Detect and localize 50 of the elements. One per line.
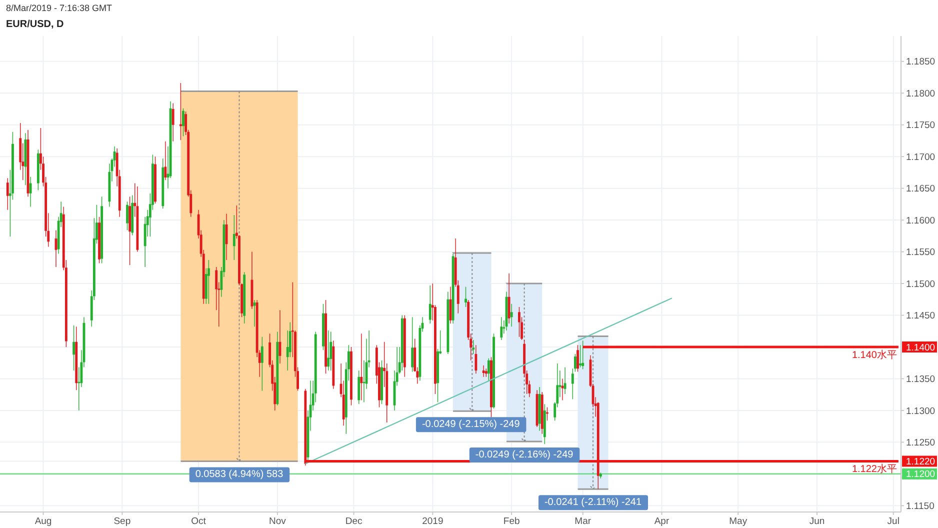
y-tick-label: 1.1550 — [906, 247, 936, 258]
x-tick-label: Jun — [809, 516, 825, 527]
candlestick — [500, 317, 503, 340]
candlestick — [564, 367, 566, 394]
candlestick — [482, 365, 485, 377]
x-tick-label: Feb — [503, 516, 520, 527]
chart-subtitle: 8/Mar/2019 - 7:16:38 GMT — [6, 3, 113, 13]
x-tick-label: Apr — [654, 516, 670, 527]
x-tick-label: Aug — [34, 516, 52, 527]
annotation: -0.0249 (-2.16%) -249 — [475, 450, 574, 461]
annotation: -0.0249 (-2.15%) -249 — [422, 419, 520, 430]
candlestick — [278, 310, 282, 364]
y-tick-label: 1.1150 — [906, 500, 934, 512]
candlestick — [54, 230, 58, 268]
x-tick-label: Jul — [887, 516, 900, 527]
candlestick — [472, 340, 475, 354]
y-tick-label: 1.1800 — [906, 88, 936, 100]
x-tick-label: Dec — [345, 516, 362, 527]
candlestick — [510, 304, 513, 327]
y-tick-label: 1.1400 — [906, 342, 936, 354]
y-tick-label: 1.1650 — [906, 184, 936, 195]
x-tick-label: Oct — [191, 516, 206, 527]
y-tick-label: 1.1600 — [906, 215, 936, 226]
x-tick-label: Sep — [114, 516, 131, 527]
y-tick-label: 1.1750 — [906, 120, 936, 132]
chart-title: EUR/USD, D — [6, 19, 64, 30]
candlestick — [561, 378, 564, 400]
x-tick-label: Nov — [268, 516, 286, 527]
candlestick — [164, 141, 167, 180]
y-tick-label: 1.1450 — [906, 310, 936, 322]
candlestick — [253, 300, 256, 327]
series-label: 1.140水平 — [852, 348, 897, 361]
candlestick — [29, 176, 32, 207]
y-tick-label: 1.1220 — [906, 456, 936, 468]
y-tick-label: 1.1350 — [906, 374, 936, 386]
annotation: 0.0583 (4.94%) 583 — [195, 469, 284, 480]
y-tick-label: 1.1850 — [906, 56, 936, 68]
y-tick-label: 1.1500 — [906, 278, 936, 290]
annotation: -0.0241 (-2.11%) -241 — [544, 497, 642, 508]
candlestick — [360, 334, 363, 400]
candlestick — [172, 103, 174, 142]
y-tick-label: 1.1250 — [906, 437, 936, 448]
x-tick-label: 2019 — [422, 516, 444, 527]
series-label: 1.122水平 — [852, 463, 897, 476]
x-tick-label: May — [729, 516, 748, 527]
x-tick-label: Mar — [574, 516, 592, 527]
y-tick-label: 1.1200 — [906, 469, 936, 480]
y-tick-label: 1.1300 — [906, 406, 936, 417]
candlestick — [24, 133, 27, 186]
y-tick-label: 1.1700 — [906, 152, 936, 163]
